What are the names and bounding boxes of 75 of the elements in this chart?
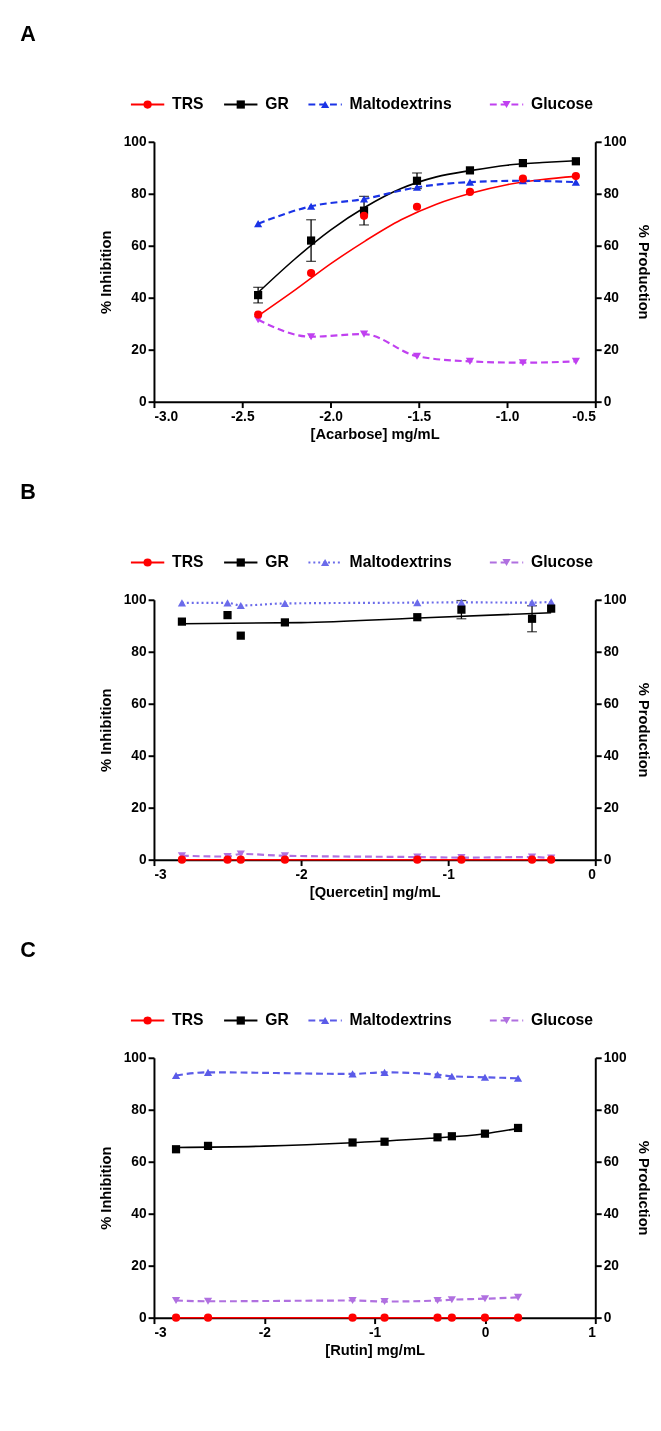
y2-axis-title: % Production — [636, 1140, 653, 1236]
y-tick-label: 20 — [131, 342, 147, 358]
y2-tick-label: 80 — [603, 186, 620, 202]
y2-tick-label: 80 — [603, 1102, 620, 1118]
y2-tick-label: 100 — [603, 592, 627, 608]
y2-tick-label: 80 — [603, 644, 620, 660]
legend-label: GR — [265, 1011, 289, 1029]
y-tick-label: 20 — [131, 800, 147, 816]
legend-label: Maltodextrins — [349, 553, 452, 571]
x-tick-label: 1 — [588, 1324, 597, 1340]
y-axis-title: % Inhibition — [97, 1146, 114, 1230]
y2-tick-label: 20 — [603, 1258, 620, 1274]
y2-tick-label: 60 — [603, 1154, 620, 1170]
y2-tick-label: 0 — [603, 1310, 612, 1326]
y2-tick-label: 40 — [603, 290, 620, 306]
y-tick-label: 0 — [138, 1310, 147, 1326]
x-axis-title: [Acarbose] mg/mL — [310, 426, 440, 443]
x-tick-label: -2 — [258, 1324, 272, 1340]
y-tick-label: 100 — [123, 592, 147, 608]
y2-tick-label: 0 — [603, 852, 612, 868]
x-tick-label: -3 — [154, 1324, 168, 1340]
legend-label: TRS — [172, 95, 204, 113]
y-axis-title: % Inhibition — [97, 688, 114, 772]
x-tick-label: -2.5 — [230, 408, 255, 424]
legend-label: Maltodextrins — [349, 95, 452, 113]
y2-tick-label: 100 — [603, 1050, 627, 1066]
x-tick-label: -1 — [442, 866, 456, 882]
x-tick-label: -1.5 — [407, 408, 432, 424]
y-tick-label: 60 — [131, 696, 147, 712]
x-tick-label: -1 — [369, 1324, 382, 1340]
y-tick-label: 20 — [131, 1258, 147, 1274]
y-axis-title: % Inhibition — [97, 230, 114, 314]
legend-label: TRS — [172, 1011, 204, 1029]
y2-tick-label: 20 — [603, 800, 620, 816]
y2-axis-title: % Production — [636, 682, 653, 778]
legend-label: Glucose — [531, 95, 594, 113]
x-tick-label: 0 — [481, 1324, 490, 1340]
y2-tick-label: 0 — [603, 394, 612, 410]
y-tick-label: 40 — [131, 290, 147, 306]
chart-title: C — [20, 936, 36, 962]
y-tick-label: 80 — [131, 186, 147, 202]
legend-label: GR — [265, 95, 289, 113]
y2-tick-label: 60 — [603, 238, 620, 254]
x-tick-label: -2.0 — [319, 408, 344, 424]
y-tick-label: 100 — [123, 134, 147, 150]
legend-label: Maltodextrins — [349, 1011, 452, 1029]
y2-tick-label: 20 — [603, 342, 620, 358]
y2-tick-label: 100 — [603, 134, 627, 150]
y2-tick-label: 40 — [603, 748, 620, 764]
x-tick-label: -2 — [295, 866, 309, 882]
y2-tick-label: 40 — [603, 1206, 620, 1222]
y2-tick-label: 60 — [603, 696, 620, 712]
x-tick-label: -1.0 — [495, 408, 520, 424]
y-tick-label: 0 — [138, 394, 147, 410]
x-axis-title: [Rutin] mg/mL — [325, 1342, 425, 1359]
legend-label: Glucose — [531, 553, 594, 571]
x-tick-label: -0.5 — [572, 408, 597, 424]
legend-label: TRS — [172, 553, 204, 571]
y-tick-label: 100 — [123, 1050, 147, 1066]
y-tick-label: 40 — [131, 748, 147, 764]
chart-title: A — [20, 20, 36, 46]
y-tick-label: 80 — [131, 1102, 147, 1118]
y2-axis-title: % Production — [636, 224, 653, 320]
x-tick-label: -3 — [154, 866, 168, 882]
y-tick-label: 40 — [131, 1206, 147, 1222]
legend-label: Glucose — [531, 1011, 594, 1029]
x-tick-label: -3.0 — [154, 408, 179, 424]
legend-label: GR — [265, 553, 289, 571]
chart-title: B — [20, 478, 36, 504]
y-tick-label: 80 — [131, 644, 147, 660]
x-tick-label: 0 — [588, 866, 597, 882]
y-tick-label: 60 — [131, 1154, 147, 1170]
x-axis-title: [Quercetin] mg/mL — [309, 884, 441, 901]
y-tick-label: 60 — [131, 238, 147, 254]
y-tick-label: 0 — [138, 852, 147, 868]
